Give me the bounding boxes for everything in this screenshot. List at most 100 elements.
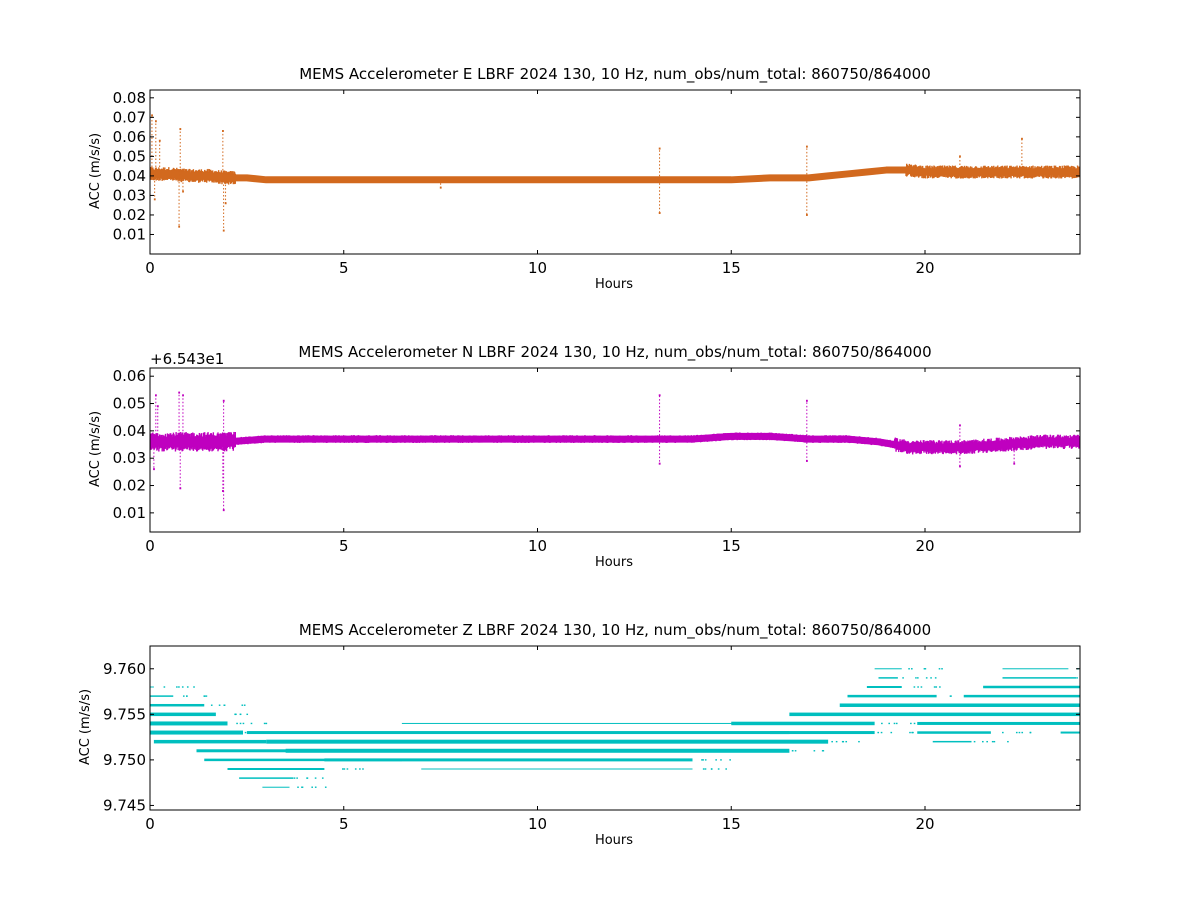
data-band xyxy=(847,694,937,698)
y-axis-label: ACC (m/s/s) xyxy=(88,133,103,209)
data-point xyxy=(939,686,941,688)
data-point xyxy=(311,786,313,788)
data-point xyxy=(176,686,178,688)
data-band xyxy=(150,712,216,717)
data-point xyxy=(178,391,181,394)
data-point xyxy=(913,722,916,725)
data-point xyxy=(701,759,703,761)
data-point xyxy=(354,768,357,770)
data-point xyxy=(324,786,327,788)
data-point xyxy=(362,768,364,770)
data-point xyxy=(910,722,912,725)
data-point xyxy=(925,677,928,679)
data-point xyxy=(342,768,344,770)
data-point xyxy=(265,722,268,725)
x-tick-label: 10 xyxy=(528,537,547,555)
data-point xyxy=(234,713,236,716)
data-point xyxy=(845,740,848,743)
data-band xyxy=(917,731,991,734)
data-point xyxy=(246,713,249,716)
data-point xyxy=(959,155,961,158)
data-point xyxy=(239,713,242,716)
plot-area: 0 5 10 15 20 0.010.02 0.030.04 0.050.06 0.070.08 xyxy=(113,89,1081,277)
data-band xyxy=(262,786,290,788)
y-tick-label: 0.06 xyxy=(113,367,146,385)
data-point xyxy=(314,777,317,779)
data-point xyxy=(806,459,808,462)
data-band xyxy=(285,748,790,753)
data-point xyxy=(913,686,916,688)
panel-vertical: MEMS Accelerometer Z LBRF 2024 130, 10 H… xyxy=(78,621,1081,848)
y-tick-label: 9.755 xyxy=(103,705,146,723)
data-point xyxy=(1076,677,1078,679)
data-point xyxy=(223,704,226,706)
data-point xyxy=(263,722,266,725)
data-point xyxy=(186,695,188,697)
data-point xyxy=(178,225,181,228)
y-axis-label: ACC (m/s/s) xyxy=(78,689,93,765)
data-point xyxy=(241,704,244,706)
data-point xyxy=(938,668,941,670)
data-point xyxy=(806,213,808,216)
data-point xyxy=(715,759,717,761)
y-tick-label: 9.760 xyxy=(103,660,146,678)
data-band xyxy=(789,712,1080,717)
plot-area: 0 5 10 15 20 9.745 9.750 9.755 9.760 xyxy=(103,645,1081,833)
data-point xyxy=(893,722,896,725)
x-axis-label: Hours xyxy=(595,277,633,292)
data-point xyxy=(193,686,195,688)
x-tick-label: 20 xyxy=(915,537,934,555)
data-point xyxy=(306,777,309,779)
data-point xyxy=(186,686,189,688)
data-point xyxy=(702,768,705,770)
data-point xyxy=(720,759,722,761)
data-point xyxy=(917,677,919,679)
y-tick-label: 0.07 xyxy=(113,108,146,126)
y-tick-label: 0.01 xyxy=(113,225,146,243)
data-point xyxy=(244,731,247,734)
x-tick-label: 15 xyxy=(722,537,741,555)
data-point xyxy=(991,740,994,743)
data-point xyxy=(222,509,225,512)
data-point xyxy=(888,722,890,725)
y-tick-label: 0.03 xyxy=(113,449,146,467)
y-offset-label: +6.543e1 xyxy=(150,350,224,368)
data-point xyxy=(321,777,324,779)
data-point xyxy=(658,394,661,397)
y-tick-label: 0.01 xyxy=(113,504,146,522)
data-point xyxy=(151,114,153,117)
data-band xyxy=(227,768,325,770)
data-point xyxy=(156,405,159,408)
data-point xyxy=(297,786,299,788)
data-band xyxy=(401,722,751,724)
data-point xyxy=(250,722,253,725)
data-point xyxy=(242,722,245,725)
data-band xyxy=(324,758,693,762)
data-point xyxy=(704,759,707,761)
y-tick-label: 0.06 xyxy=(113,128,146,146)
x-tick-label: 10 xyxy=(528,815,547,833)
data-band xyxy=(150,686,154,688)
data-point xyxy=(210,704,213,706)
x-tick-label: 15 xyxy=(722,259,741,277)
data-band xyxy=(421,768,693,770)
data-band xyxy=(932,740,972,743)
data-point xyxy=(178,686,180,688)
data-point xyxy=(729,759,731,761)
data-point xyxy=(842,740,845,743)
plot-area: 0 5 10 15 20 0.01 0.02 0.03 0.04 0.05 0.06 xyxy=(113,367,1081,555)
data-band xyxy=(150,703,205,707)
data-point xyxy=(346,768,349,770)
data-band xyxy=(246,731,790,735)
data-point xyxy=(982,740,984,743)
data-point xyxy=(794,750,797,752)
y-tick-label: 0.05 xyxy=(113,147,146,165)
data-point xyxy=(791,750,794,752)
data-point xyxy=(950,695,952,697)
data-point xyxy=(158,139,161,142)
data-point xyxy=(1021,137,1023,140)
data-point xyxy=(902,677,904,679)
data-band xyxy=(878,677,898,679)
data-point xyxy=(934,677,937,679)
